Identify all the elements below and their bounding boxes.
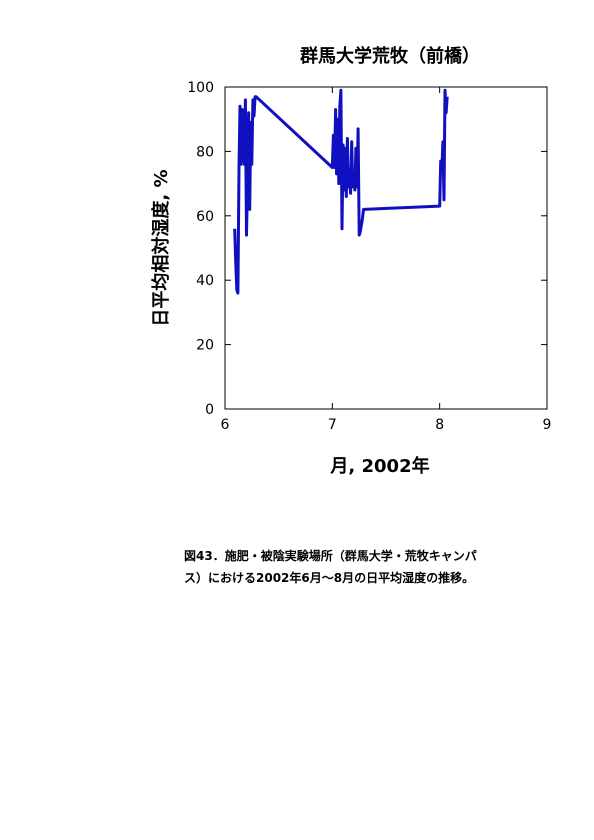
y-tick-label: 100 xyxy=(187,80,214,96)
axis-tick-labels: 6 7 8 9 0 20 40 60 80 100 xyxy=(187,80,551,433)
figure-caption: 図43．施肥・被陰実験場所（群馬大学・荒牧キャンパ ス）における2002年6月～… xyxy=(184,545,574,589)
x-tick-label: 9 xyxy=(543,417,552,433)
humidity-series-line xyxy=(233,88,449,295)
x-tick-label: 6 xyxy=(221,417,230,433)
caption-line-1: 図43．施肥・被陰実験場所（群馬大学・荒牧キャンパ xyxy=(184,549,477,563)
chart-title: 群馬大学荒牧（前橋） xyxy=(300,45,480,67)
x-axis-label: 月, 2002年 xyxy=(329,455,429,477)
y-tick-label: 60 xyxy=(196,209,214,225)
x-tick-label: 8 xyxy=(435,417,444,433)
y-tick-label: 80 xyxy=(196,144,214,160)
y-axis-label: 日平均相対湿度, % xyxy=(150,169,172,326)
y-tick-label: 40 xyxy=(196,273,214,289)
y-tick-label: 0 xyxy=(205,402,214,418)
y-tick-label: 20 xyxy=(196,338,214,354)
x-tick-label: 7 xyxy=(328,417,337,433)
plot-frame xyxy=(224,86,548,410)
humidity-chart: 群馬大学荒牧（前橋） 6 7 8 9 0 20 40 60 80 100 月, 2002年 日平均… xyxy=(150,45,551,477)
axis-ticks xyxy=(224,86,548,410)
caption-line-2: ス）における2002年6月～8月の日平均湿度の推移。 xyxy=(184,571,475,585)
